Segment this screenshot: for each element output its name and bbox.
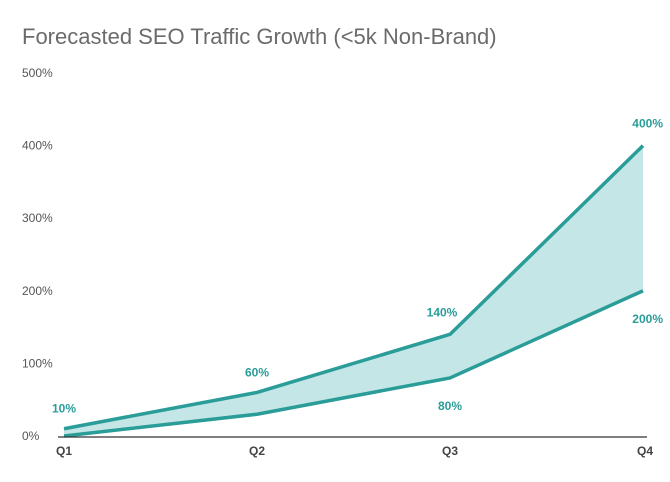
lower-forecast-line [63,289,644,438]
upper-data-label: 400% [632,117,663,131]
upper-forecast-line [63,144,645,431]
y-tick-label: 100% [22,356,53,370]
x-tick-label: Q4 [637,444,653,458]
chart-title: Forecasted SEO Traffic Growth (<5k Non-B… [22,24,497,49]
upper-data-label: 140% [427,305,458,319]
y-tick-label: 300% [22,211,53,225]
x-tick-label: Q3 [442,444,458,458]
x-tick-label: Q1 [56,444,72,458]
x-tick-label: Q2 [249,444,265,458]
upper-data-label: 60% [245,365,269,379]
y-tick-label: 400% [22,139,53,153]
y-tick-label: 0% [22,429,40,443]
forecast-range-band [64,145,643,436]
y-tick-label: 200% [22,284,53,298]
upper-data-label: 10% [52,402,76,416]
y-tick-label: 500% [22,66,53,80]
lower-data-label: 80% [438,399,462,413]
lower-data-label: 200% [632,312,663,326]
